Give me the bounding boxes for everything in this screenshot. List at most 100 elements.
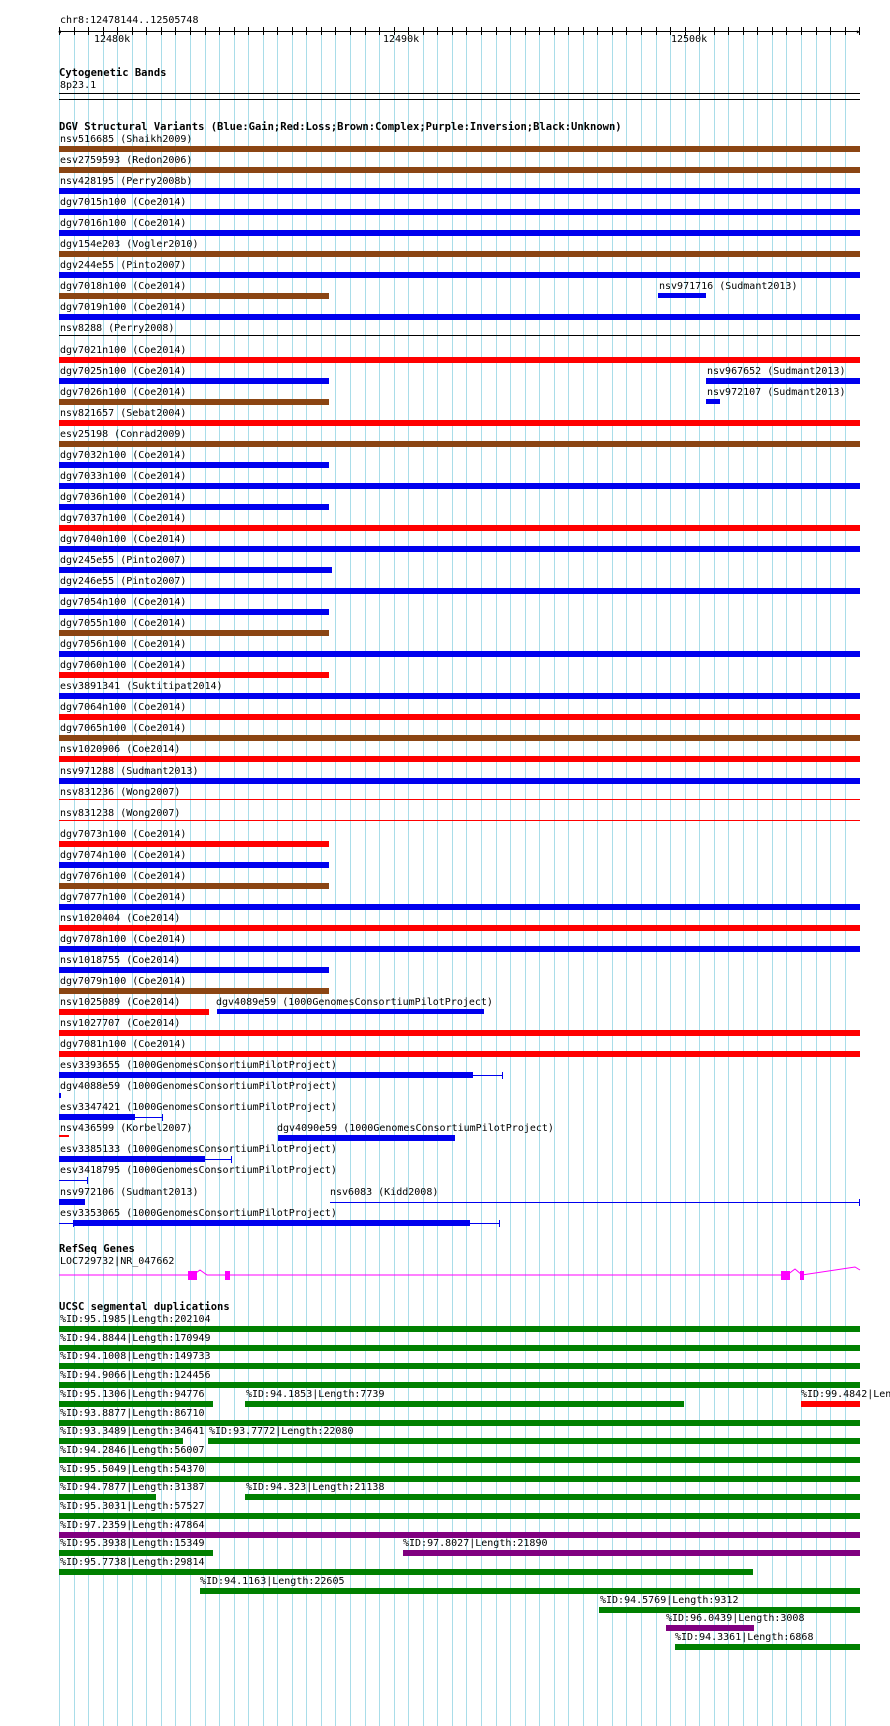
dgv-feature-label[interactable]: nsv1020404 (Coe2014)	[60, 912, 181, 924]
dgv-feature-bar[interactable]	[59, 398, 329, 405]
segdup-feature-label[interactable]: %ID:96.0439|Length:3008	[666, 1613, 805, 1625]
segdup-feature-bar[interactable]	[599, 1606, 860, 1613]
segdup-feature-label[interactable]: %ID:94.2846|Length:56007	[60, 1444, 205, 1456]
dgv-feature-bar[interactable]	[59, 146, 860, 152]
dgv-feature-bar[interactable]	[59, 293, 329, 300]
dgv-feature-bar[interactable]	[59, 966, 329, 973]
segdup-feature-label[interactable]: %ID:94.5769|Length:9312	[600, 1594, 739, 1606]
dgv-feature-label[interactable]: dgv7060n100 (Coe2014)	[60, 660, 187, 672]
dgv-feature-bar[interactable]	[59, 1030, 860, 1037]
segdup-feature-bar[interactable]	[59, 1363, 860, 1370]
dgv-feature-bar[interactable]	[473, 1075, 503, 1077]
dgv-feature-bar[interactable]	[59, 377, 329, 384]
dgv-feature-bar[interactable]	[217, 1009, 484, 1015]
segdup-feature-bar[interactable]	[59, 1400, 213, 1407]
dgv-feature-label[interactable]: dgv7036n100 (Coe2014)	[60, 491, 187, 503]
segdup-feature-label[interactable]: %ID:97.8027|Length:21890	[403, 1538, 548, 1550]
dgv-feature-bar[interactable]	[59, 461, 329, 468]
segdup-feature-label[interactable]: %ID:95.1306|Length:94776	[60, 1388, 205, 1400]
dgv-feature-label[interactable]: esv25198 (Conrad2009)	[60, 428, 187, 440]
segdup-feature-label[interactable]: %ID:99.4842|Length:	[801, 1388, 890, 1400]
segdup-feature-label[interactable]: %ID:94.8844|Length:170949	[60, 1332, 211, 1344]
segdup-feature-bar[interactable]	[245, 1400, 684, 1407]
dgv-feature-label[interactable]: dgv4089e59 (1000GenomesConsortiumPilotPr…	[216, 997, 493, 1009]
segdup-feature-label[interactable]: %ID:97.2359|Length:47864	[60, 1519, 205, 1531]
dgv-feature-label[interactable]: dgv154e203 (Vogler2010)	[60, 239, 199, 251]
dgv-feature-label[interactable]: nsv1018755 (Coe2014)	[60, 954, 181, 966]
dgv-feature-bar[interactable]	[74, 1219, 470, 1226]
dgv-feature-label[interactable]: dgv245e55 (Pinto2007)	[60, 555, 187, 566]
segdup-feature-label[interactable]: %ID:95.5049|Length:54370	[60, 1463, 205, 1475]
segdup-feature-bar[interactable]	[59, 1513, 860, 1519]
dgv-feature-bar[interactable]	[59, 251, 860, 258]
gene-model[interactable]	[0, 1262, 890, 1292]
dgv-feature-label[interactable]: dgv7074n100 (Coe2014)	[60, 849, 187, 861]
dgv-feature-label[interactable]: dgv7032n100 (Coe2014)	[60, 449, 187, 461]
dgv-feature-bar[interactable]	[330, 1201, 860, 1203]
dgv-feature-label[interactable]: dgv7019n100 (Coe2014)	[60, 302, 187, 314]
dgv-feature-label[interactable]: esv3891341 (Suktitipat2014)	[60, 681, 223, 693]
dgv-feature-label[interactable]: dgv7055n100 (Coe2014)	[60, 618, 187, 630]
dgv-feature-bar[interactable]	[59, 988, 329, 994]
segdup-feature-label[interactable]: %ID:94.7877|Length:31387	[60, 1482, 205, 1494]
dgv-feature-bar[interactable]	[59, 1051, 860, 1058]
dgv-feature-bar[interactable]	[278, 1135, 455, 1142]
segdup-feature-label[interactable]: %ID:95.3938|Length:15349	[60, 1538, 205, 1550]
dgv-feature-label[interactable]: nsv516685 (Shaikh2009)	[60, 134, 193, 145]
segdup-feature-bar[interactable]	[59, 1344, 860, 1351]
segdup-feature-label[interactable]: %ID:93.7772|Length:22080	[209, 1426, 354, 1438]
dgv-feature-label[interactable]: dgv7078n100 (Coe2014)	[60, 933, 187, 945]
dgv-feature-bar[interactable]	[470, 1222, 500, 1224]
dgv-feature-bar[interactable]	[59, 1222, 74, 1224]
dgv-feature-bar[interactable]	[59, 756, 860, 763]
segdup-feature-bar[interactable]	[59, 1382, 860, 1389]
segdup-feature-bar[interactable]	[59, 1326, 860, 1332]
segdup-feature-bar[interactable]	[59, 1419, 860, 1426]
segdup-feature-label[interactable]: %ID:94.323|Length:21138	[246, 1482, 385, 1494]
dgv-feature-label[interactable]: dgv246e55 (Pinto2007)	[60, 576, 187, 588]
dgv-feature-bar[interactable]	[59, 440, 860, 447]
dgv-feature-bar[interactable]	[59, 735, 860, 742]
dgv-feature-label[interactable]: nsv971716 (Sudmant2013)	[659, 281, 798, 293]
dgv-feature-bar[interactable]	[59, 1156, 205, 1163]
dgv-feature-bar[interactable]	[59, 819, 860, 821]
segdup-feature-bar[interactable]	[59, 1531, 860, 1538]
dgv-feature-label[interactable]: dgv7073n100 (Coe2014)	[60, 828, 187, 840]
dgv-feature-label[interactable]: nsv972106 (Sudmant2013)	[60, 1186, 199, 1198]
dgv-feature-bar[interactable]	[59, 798, 860, 800]
segdup-feature-label[interactable]: %ID:95.3031|Length:57527	[60, 1501, 205, 1512]
dgv-feature-label[interactable]: dgv7056n100 (Coe2014)	[60, 639, 187, 651]
dgv-feature-label[interactable]: nsv436599 (Korbel2007)	[60, 1123, 193, 1135]
dgv-feature-bar[interactable]	[59, 482, 860, 489]
dgv-feature-bar[interactable]	[59, 1114, 135, 1121]
dgv-feature-bar[interactable]	[59, 1135, 69, 1138]
dgv-feature-label[interactable]: esv3353065 (1000GenomesConsortiumPilotPr…	[60, 1207, 337, 1219]
dgv-feature-label[interactable]: dgv7037n100 (Coe2014)	[60, 512, 187, 524]
dgv-feature-bar[interactable]	[59, 903, 860, 910]
segdup-feature-bar[interactable]	[403, 1550, 860, 1557]
dgv-feature-bar[interactable]	[59, 1180, 88, 1182]
dgv-feature-label[interactable]: esv3385133 (1000GenomesConsortiumPilotPr…	[60, 1144, 337, 1156]
dgv-feature-bar[interactable]	[59, 1072, 473, 1079]
segdup-feature-label[interactable]: %ID:94.1008|Length:149733	[60, 1351, 211, 1363]
segdup-feature-label[interactable]: %ID:95.1985|Length:202104	[60, 1314, 211, 1325]
dgv-feature-label[interactable]: nsv1027707 (Coe2014)	[60, 1018, 181, 1030]
dgv-feature-label[interactable]: esv2759593 (Redon2006)	[60, 155, 193, 167]
dgv-feature-bar[interactable]	[59, 1009, 209, 1016]
dgv-feature-bar[interactable]	[658, 293, 706, 299]
dgv-feature-bar[interactable]	[59, 945, 860, 952]
dgv-feature-label[interactable]: nsv8288 (Perry2008)	[60, 323, 175, 335]
dgv-feature-label[interactable]: dgv7076n100 (Coe2014)	[60, 870, 187, 882]
dgv-feature-bar[interactable]	[59, 588, 860, 595]
dgv-feature-bar[interactable]	[59, 693, 860, 700]
segdup-feature-label[interactable]: %ID:94.1853|Length:7739	[246, 1388, 385, 1400]
dgv-feature-label[interactable]: nsv1020906 (Coe2014)	[60, 744, 181, 756]
dgv-feature-label[interactable]: nsv967652 (Sudmant2013)	[707, 365, 846, 377]
dgv-feature-label[interactable]: esv3393655 (1000GenomesConsortiumPilotPr…	[60, 1060, 337, 1072]
dgv-feature-bar[interactable]	[59, 777, 860, 784]
dgv-feature-bar[interactable]	[59, 714, 860, 721]
segdup-feature-bar[interactable]	[59, 1569, 753, 1576]
dgv-feature-label[interactable]: dgv7079n100 (Coe2014)	[60, 976, 187, 987]
segdup-feature-bar[interactable]	[801, 1400, 860, 1407]
segdup-feature-bar[interactable]	[666, 1625, 754, 1632]
